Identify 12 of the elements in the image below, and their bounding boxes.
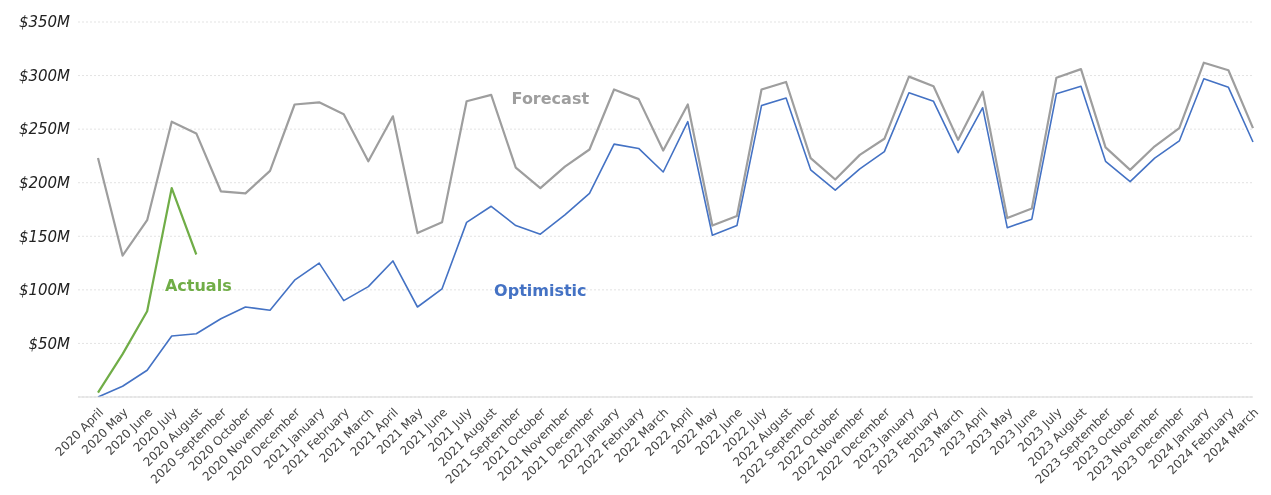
y-tick-label: $50M [28,334,71,353]
y-tick-label: $150M [18,227,71,246]
text: Optimistic [494,280,587,300]
series-label: Actuals [164,276,232,296]
line-series [96,61,1255,257]
line-series [97,77,1254,397]
y-tick-label: $100M [18,281,71,300]
series-label: Forecast [511,88,590,108]
y-tick-label: $200M [18,174,71,193]
y-tick-label: $350M [18,13,71,32]
y-tick-label: $250M [18,120,71,139]
y-tick-label: $300M [18,66,71,85]
